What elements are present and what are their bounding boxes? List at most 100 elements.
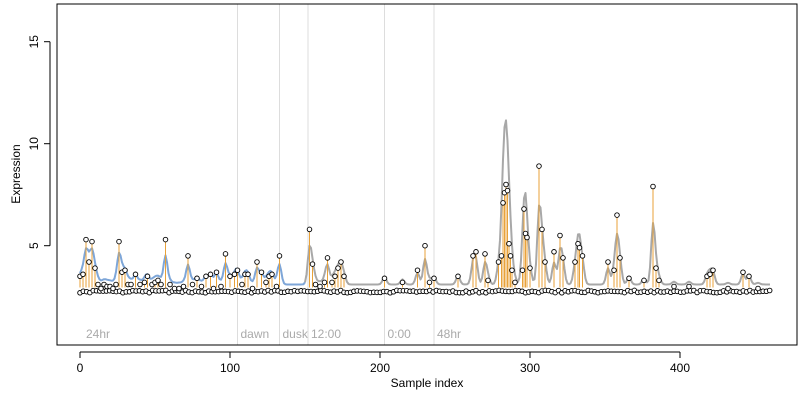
data-point (132, 271, 139, 278)
data-point (509, 267, 515, 273)
x-axis: 0 100 200 300 400 (77, 351, 690, 375)
data-point (155, 277, 161, 284)
data-point (576, 244, 583, 251)
data-point (321, 279, 328, 286)
condition-label: 48hr (437, 327, 461, 341)
data-point (113, 281, 119, 288)
data-point (524, 234, 530, 241)
data-point (431, 275, 437, 282)
plot-frame (56, 3, 798, 346)
data-point (227, 273, 233, 280)
data-point (338, 259, 344, 265)
data-point (144, 273, 151, 280)
smoothed-profile-line (304, 119, 770, 286)
data-point (317, 283, 323, 290)
y-tick-label: 5 (27, 242, 41, 249)
data-point (92, 265, 98, 271)
data-point (263, 279, 269, 286)
data-point (507, 253, 514, 259)
data-point (167, 281, 173, 288)
data-point (521, 206, 527, 212)
data-point (656, 277, 662, 284)
x-tick-label: 300 (520, 361, 540, 375)
data-point (210, 285, 217, 292)
point-stems (79, 166, 750, 288)
data-point (98, 285, 104, 292)
data-point (185, 253, 191, 259)
condition-label: 12:00 (311, 327, 341, 341)
data-point (653, 265, 659, 271)
x-tick-label: 200 (370, 361, 390, 375)
data-point (86, 259, 92, 265)
data-point (527, 265, 533, 271)
data-point (707, 271, 713, 278)
data-point (249, 285, 256, 292)
condition-label: 24hr (86, 327, 110, 341)
data-point (245, 271, 251, 278)
x-axis-label: Sample index (391, 376, 464, 390)
data-point (503, 181, 509, 188)
data-point (176, 285, 182, 292)
data-point (239, 281, 245, 288)
data-point (218, 283, 224, 290)
data-point (551, 249, 557, 255)
data-point (506, 240, 512, 247)
data-point (312, 281, 319, 288)
data-point (755, 285, 761, 292)
data-point (158, 281, 164, 288)
data-point (519, 267, 526, 273)
data-point (482, 251, 488, 257)
data-point (198, 283, 205, 290)
data-point (611, 267, 617, 273)
data-point (614, 212, 620, 218)
data-point (324, 255, 331, 261)
x-tick-label: 400 (670, 361, 690, 375)
data-point (203, 273, 209, 280)
data-point (671, 283, 677, 290)
data-point (276, 253, 283, 259)
baseline-point (766, 287, 773, 294)
data-point (422, 242, 428, 249)
data-point (470, 253, 476, 259)
data-point (498, 253, 505, 259)
y-tick-label: 15 (27, 35, 41, 49)
data-point (626, 275, 632, 282)
condition-markers: 24hr dawn dusk 12:00 0:00 48hr (86, 4, 461, 345)
data-point (258, 269, 265, 275)
data-point (269, 271, 275, 278)
data-point (122, 267, 128, 273)
data-point (332, 273, 338, 280)
data-point (116, 238, 122, 245)
data-point (686, 283, 692, 290)
data-point (381, 275, 388, 282)
data-point (306, 226, 313, 233)
data-point (485, 277, 491, 284)
data-point (539, 226, 545, 233)
condition-label: dusk (283, 327, 309, 341)
x-tick-label: 0 (77, 361, 84, 375)
data-point (455, 273, 461, 280)
data-point (309, 261, 316, 267)
data-point (222, 251, 229, 257)
data-point (194, 275, 200, 282)
data-point (234, 267, 241, 273)
data-point (512, 279, 518, 286)
data-point (500, 200, 506, 206)
data-point (89, 238, 95, 245)
data-point (83, 236, 89, 243)
condition-label: 0:00 (388, 327, 412, 341)
data-point (335, 265, 341, 271)
data-point (495, 259, 502, 265)
baseline-points (77, 287, 773, 296)
data-point (189, 281, 196, 288)
smoothed-profile-line (79, 247, 306, 286)
data-point (137, 281, 143, 288)
data-point (341, 273, 347, 280)
data-point (180, 283, 187, 290)
y-axis-label: Expression (9, 144, 23, 203)
data-point (605, 259, 611, 265)
data-point (560, 255, 566, 261)
data-points (77, 163, 761, 292)
